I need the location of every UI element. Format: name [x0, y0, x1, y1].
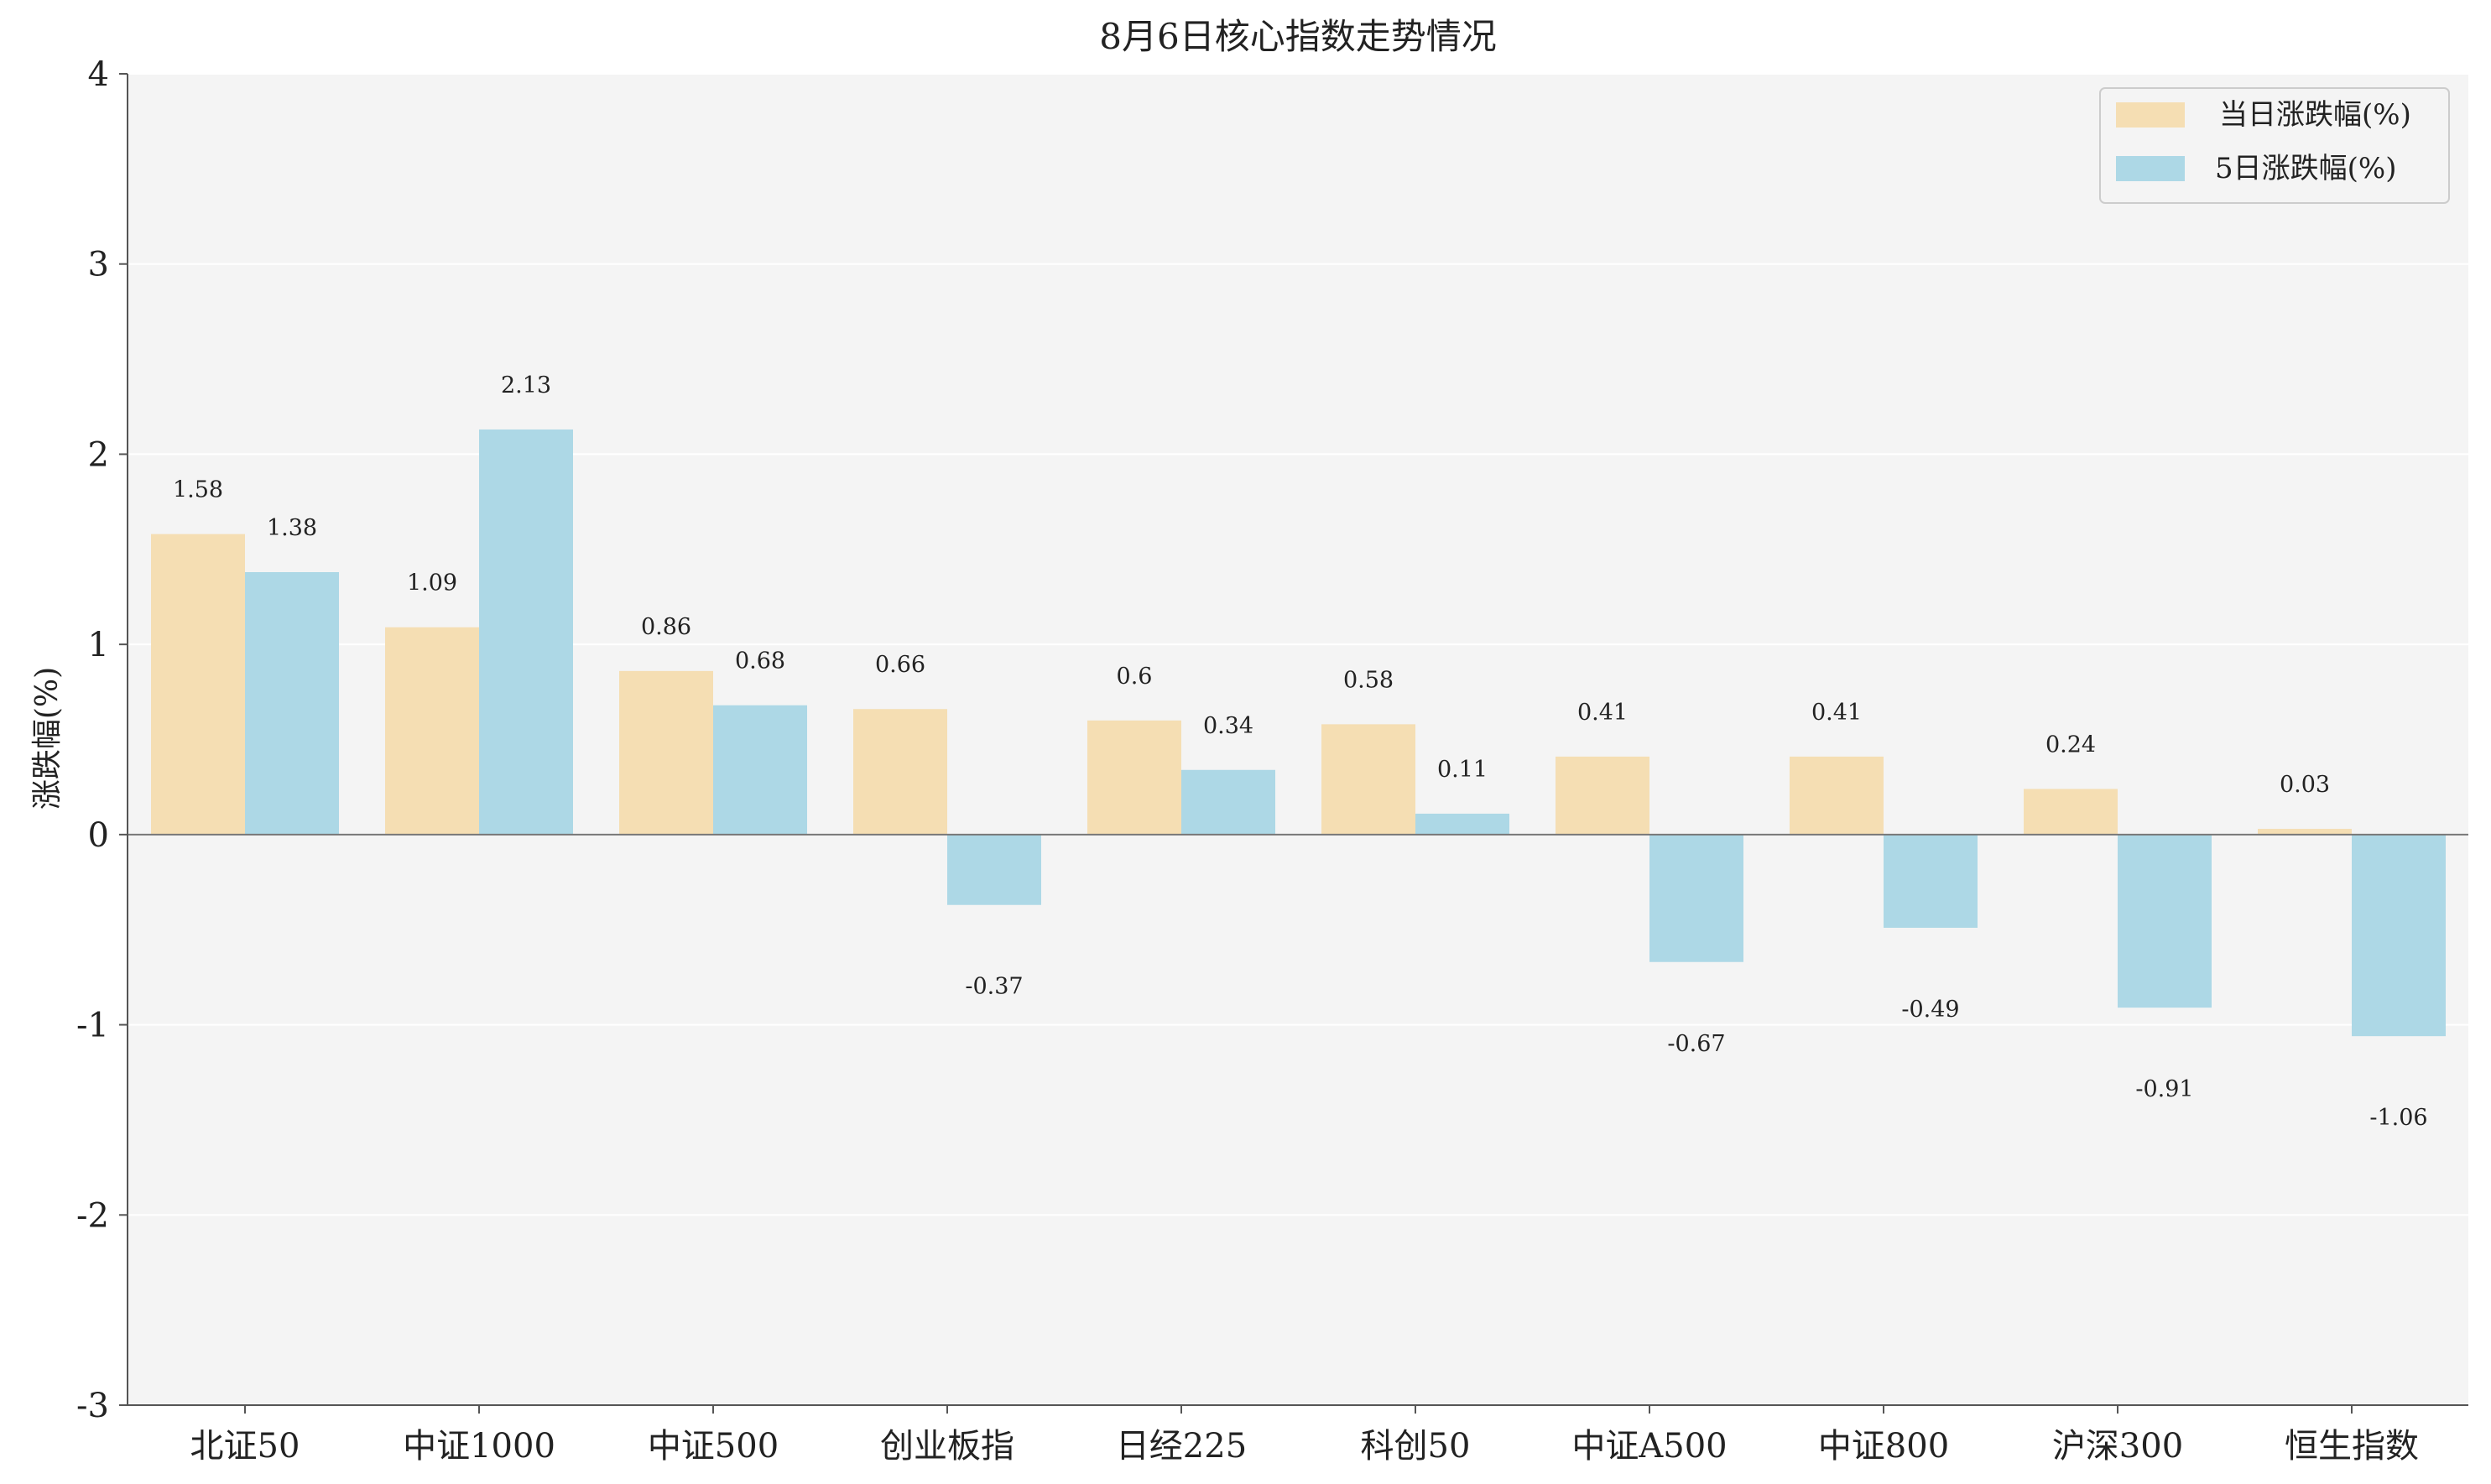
data-label-5day: 2.13: [501, 372, 551, 398]
x-tick-label: 北证50: [190, 1427, 300, 1466]
x-tick-label: 中证A500: [1571, 1427, 1727, 1466]
bar-daily: [151, 534, 245, 835]
data-label-daily: 0.24: [2045, 732, 2096, 758]
data-label-daily: 0.41: [1577, 700, 1628, 726]
y-axis-label: 涨跌幅(%): [30, 667, 65, 810]
data-label-5day: -0.67: [1667, 1031, 1725, 1057]
legend-label-daily: 当日涨跌幅(%): [2219, 98, 2411, 132]
x-tick-label: 恒生指数: [2285, 1427, 2419, 1466]
bar-daily: [2258, 829, 2352, 835]
bar-daily: [853, 709, 947, 835]
x-tick-label: 日经225: [1116, 1427, 1247, 1466]
bar-daily: [385, 627, 479, 835]
bar-5day: [1649, 835, 1743, 962]
y-tick-label: 4: [88, 55, 109, 94]
bar-daily: [1321, 724, 1415, 834]
data-label-5day: 0.68: [735, 648, 785, 674]
chart-title: 8月6日核心指数走势情况: [1099, 16, 1496, 57]
bar-daily: [619, 671, 713, 835]
legend-label-5day: 5日涨跌幅(%): [2215, 152, 2396, 185]
bar-daily: [1087, 721, 1181, 835]
data-label-5day: 0.11: [1437, 757, 1488, 783]
data-label-5day: -0.37: [965, 974, 1023, 1000]
data-label-daily: 0.58: [1343, 667, 1394, 693]
bar-5day: [479, 430, 573, 835]
data-label-daily: 0.03: [2280, 772, 2330, 798]
data-label-daily: 0.41: [1811, 700, 1862, 726]
bar-5day: [713, 706, 807, 835]
legend-swatch-daily: [2116, 102, 2185, 128]
bar-5day: [1181, 770, 1275, 835]
data-label-5day: -0.91: [2135, 1076, 2193, 1102]
y-tick-label: 1: [88, 626, 109, 664]
bar-5day: [2118, 835, 2212, 1008]
x-tick-label: 沪深300: [2052, 1427, 2183, 1466]
data-label-5day: 1.38: [267, 515, 317, 541]
legend: 当日涨跌幅(%) 5日涨跌幅(%): [2100, 88, 2449, 203]
bar-5day: [1415, 814, 1509, 835]
y-tick-label: -2: [76, 1196, 109, 1235]
bar-5day: [1884, 835, 1978, 928]
data-label-daily: 0.66: [875, 652, 925, 678]
x-tick-label: 创业板指: [880, 1427, 1014, 1466]
x-tick-label: 科创50: [1361, 1427, 1471, 1466]
legend-swatch-5day: [2116, 156, 2185, 181]
y-tick-label: 2: [88, 435, 109, 474]
bar-chart: 1.58 1.38 1.09 2.13 0.86 0.68 0.66 -0.37 0.6 0.34…: [0, 0, 2491, 1484]
y-tick-label: -3: [76, 1387, 109, 1425]
x-ticks: 北证50 中证1000 中证500 创业板指 日经225 科创50 中证A500 中证800 沪…: [190, 1405, 2419, 1466]
data-label-5day: -1.06: [2369, 1105, 2427, 1131]
bar-5day: [245, 572, 339, 835]
bar-5day: [2352, 835, 2446, 1036]
x-tick-label: 中证800: [1818, 1427, 1949, 1466]
data-label-5day: 0.34: [1203, 713, 1253, 739]
y-tick-label: 0: [88, 816, 109, 855]
bar-daily: [1556, 757, 1649, 835]
data-label-daily: 0.6: [1117, 664, 1153, 690]
x-tick-label: 中证1000: [403, 1427, 555, 1466]
data-label-daily: 1.58: [173, 477, 223, 503]
bar-5day: [947, 835, 1041, 905]
data-label-daily: 1.09: [407, 570, 457, 596]
y-tick-label: -1: [76, 1007, 109, 1045]
data-label-daily: 0.86: [641, 614, 691, 640]
y-ticks: -3 -2 -1 0 1 2 3 4: [76, 55, 128, 1425]
data-label-5day: -0.49: [1901, 997, 1959, 1023]
bar-daily: [1790, 757, 1884, 835]
y-tick-label: 3: [88, 246, 109, 284]
bar-daily: [2024, 789, 2118, 834]
x-tick-label: 中证500: [648, 1427, 779, 1466]
